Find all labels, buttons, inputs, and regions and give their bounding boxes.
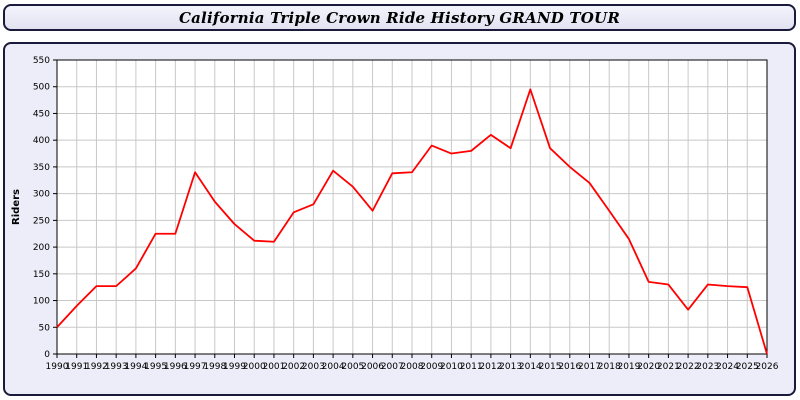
x-tick-label: 2003 — [302, 362, 325, 372]
y-tick-label: 300 — [33, 190, 50, 200]
x-tick-label: 2019 — [617, 362, 640, 372]
x-tick-label: 2025 — [736, 362, 759, 372]
x-tick-label: 2018 — [598, 362, 621, 372]
x-tick-label: 2023 — [696, 362, 719, 372]
x-tick-label: 2017 — [578, 362, 601, 372]
x-tick-label: 1997 — [184, 362, 207, 372]
y-tick-label: 150 — [33, 270, 50, 280]
x-tick-label: 2012 — [479, 362, 502, 372]
x-tick-label: 2026 — [756, 362, 779, 372]
x-tick-label: 2021 — [657, 362, 680, 372]
y-tick-label: 0 — [44, 350, 50, 360]
y-axis-label: Riders — [11, 189, 22, 225]
x-tick-label: 2022 — [677, 362, 700, 372]
y-tick-label: 50 — [39, 323, 51, 333]
y-tick-label: 400 — [33, 136, 50, 146]
x-tick-label: 2016 — [558, 362, 581, 372]
x-tick-label: 1995 — [144, 362, 167, 372]
x-tick-label: 2020 — [637, 362, 660, 372]
x-tick-label: 1990 — [46, 362, 69, 372]
plot-border — [56, 59, 768, 355]
x-tick-label: 2010 — [440, 362, 463, 372]
x-tick-label: 2007 — [381, 362, 404, 372]
chart-panel: 0 50 100 150 200 250 300 350 400 450 500 550 1990 199… — [3, 42, 796, 396]
y-tick-label: 200 — [33, 243, 50, 253]
y-tick-label: 550 — [33, 56, 50, 66]
chart-title: California Triple Crown Ride History GRA… — [178, 8, 620, 27]
x-tick-label: 1994 — [124, 362, 147, 372]
x-tick-label: 2015 — [539, 362, 562, 372]
x-tick-label: 1993 — [105, 362, 128, 372]
x-tick-label: 2014 — [519, 362, 542, 372]
x-tick-label: 2006 — [361, 362, 384, 372]
x-tick-label: 2024 — [716, 362, 739, 372]
y-tick-label: 500 — [33, 83, 50, 93]
y-tick-label: 350 — [33, 163, 50, 173]
x-tick-label: 2005 — [341, 362, 364, 372]
y-tick-label: 450 — [33, 109, 50, 119]
x-tick-label: 1992 — [85, 362, 108, 372]
x-tick-label: 2011 — [460, 362, 483, 372]
x-tick-label: 2001 — [262, 362, 285, 372]
line-chart: 0501001502002503003504004505005501990199… — [11, 56, 779, 372]
x-tick-label: 1991 — [65, 362, 88, 372]
x-tick-label: 1996 — [164, 362, 187, 372]
x-tick-label: 2004 — [322, 362, 345, 372]
x-tick-label: 1999 — [223, 362, 246, 372]
x-tick-label: 2002 — [282, 362, 305, 372]
x-tick-label: 2013 — [499, 362, 522, 372]
x-tick-label: 2000 — [243, 362, 266, 372]
y-tick-label: 250 — [33, 216, 50, 226]
riders-line-series — [56, 88, 768, 355]
y-tick-label: 100 — [33, 297, 50, 307]
x-tick-label: 2009 — [420, 362, 443, 372]
chart-title-bar: California Triple Crown Ride History GRA… — [3, 4, 796, 31]
x-tick-label: 2008 — [401, 362, 424, 372]
x-tick-label: 1998 — [203, 362, 226, 372]
